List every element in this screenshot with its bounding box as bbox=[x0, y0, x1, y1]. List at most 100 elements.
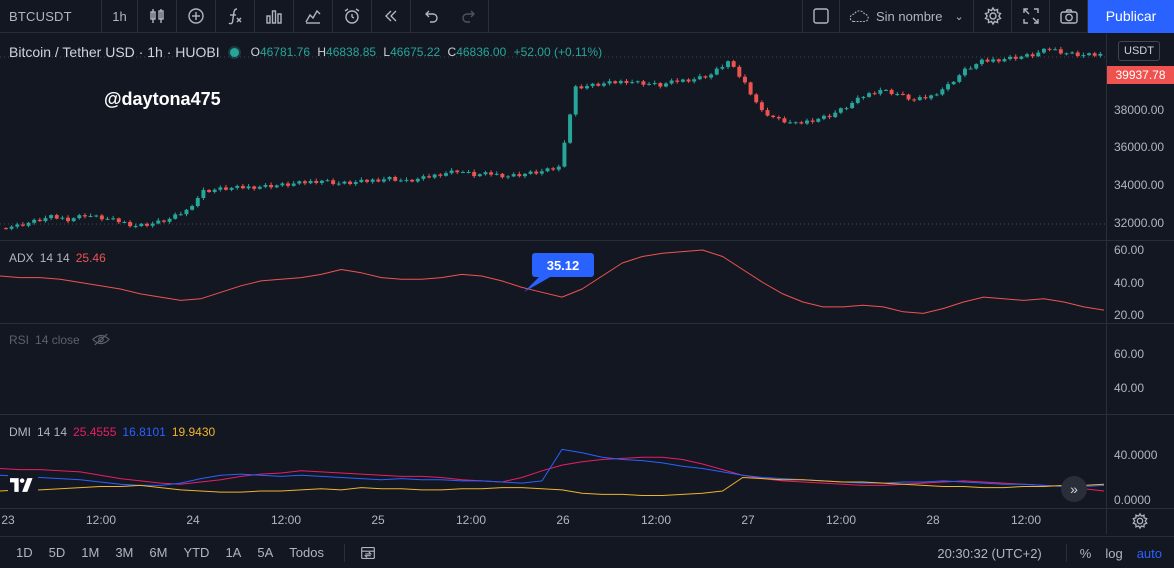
date-range-icon[interactable] bbox=[359, 544, 377, 562]
pane-separator-main[interactable] bbox=[0, 240, 1174, 241]
range-all-button[interactable]: Todos bbox=[289, 545, 324, 560]
tradingview-logo-icon[interactable] bbox=[8, 474, 38, 496]
layout-name: Sin nombre bbox=[876, 8, 943, 24]
candle bbox=[82, 215, 87, 217]
range-5y-button[interactable]: 5A bbox=[257, 545, 274, 560]
chart-settings-gear-icon[interactable] bbox=[1131, 512, 1149, 530]
time-axis-label: 23 bbox=[1, 513, 15, 527]
candle bbox=[319, 180, 324, 184]
candle bbox=[726, 61, 730, 68]
candle bbox=[466, 171, 471, 173]
time-axis-label: 26 bbox=[556, 513, 570, 527]
plus-circle-icon[interactable] bbox=[177, 0, 216, 33]
gear-icon[interactable] bbox=[974, 0, 1012, 33]
symbol-title[interactable]: Bitcoin / Tether USD · 1h · HUOBI bbox=[9, 44, 220, 60]
candle bbox=[709, 74, 714, 78]
auto-scale-toggle[interactable]: auto bbox=[1136, 545, 1162, 561]
candle bbox=[240, 185, 245, 189]
candle bbox=[884, 89, 888, 91]
range-1m-button[interactable]: 1M bbox=[81, 545, 100, 560]
scroll-to-realtime-button[interactable]: » bbox=[1061, 476, 1087, 502]
redo-icon[interactable] bbox=[450, 0, 489, 33]
chevron-down-icon: ⌄ bbox=[954, 10, 964, 23]
dmi-axis-label: 40.0000 bbox=[1114, 448, 1158, 462]
candle bbox=[534, 171, 539, 174]
candle bbox=[974, 64, 979, 69]
dmi-adx-line bbox=[0, 456, 1105, 492]
candle bbox=[771, 115, 776, 118]
undo-icon[interactable] bbox=[411, 0, 450, 33]
candle bbox=[111, 218, 116, 220]
candle bbox=[4, 228, 8, 230]
alarm-icon[interactable] bbox=[333, 0, 372, 33]
percent-scale-toggle[interactable]: % bbox=[1079, 545, 1092, 561]
time-axis-label: 25 bbox=[371, 513, 385, 527]
candle bbox=[128, 222, 133, 227]
candle bbox=[331, 180, 336, 185]
bottom-right-controls: 20:30:32 (UTC+2) % log auto bbox=[937, 537, 1174, 568]
candle bbox=[489, 172, 494, 175]
candle bbox=[105, 218, 110, 220]
candle bbox=[66, 217, 70, 222]
candle bbox=[483, 172, 488, 175]
candle bbox=[274, 185, 279, 188]
candle bbox=[235, 185, 240, 188]
fullscreen-icon[interactable] bbox=[1012, 0, 1050, 33]
indicators-icon[interactable] bbox=[294, 0, 333, 33]
bottom-toolbar: 1D 5D 1M 3M 6M YTD 1A 5A Todos 20:30:32 … bbox=[0, 536, 1174, 568]
select-square-icon[interactable] bbox=[802, 0, 840, 33]
candle bbox=[618, 80, 623, 84]
range-3m-button[interactable]: 3M bbox=[115, 545, 134, 560]
replay-icon[interactable] bbox=[372, 0, 411, 33]
candle bbox=[1064, 53, 1069, 55]
layout-menu-button[interactable]: Sin nombre ⌄ bbox=[840, 0, 974, 33]
range-1y-button[interactable]: 1A bbox=[225, 545, 242, 560]
candle bbox=[962, 68, 967, 76]
candle bbox=[94, 215, 99, 217]
candle bbox=[77, 215, 82, 219]
candle bbox=[833, 112, 838, 118]
range-ytd-button[interactable]: YTD bbox=[183, 545, 210, 560]
rsi-legend[interactable]: RSI 14 close bbox=[9, 333, 110, 347]
candle bbox=[26, 222, 31, 226]
candle bbox=[714, 68, 719, 75]
camera-icon[interactable] bbox=[1050, 0, 1088, 33]
candle bbox=[658, 83, 663, 87]
publish-button[interactable]: Publicar bbox=[1088, 0, 1174, 33]
range-5d-button[interactable]: 5D bbox=[48, 545, 66, 560]
chart-canvas[interactable] bbox=[0, 0, 1174, 536]
dmi-legend[interactable]: DMI 14 14 25.4555 16.8101 19.9430 bbox=[9, 425, 216, 439]
candle bbox=[782, 118, 787, 123]
candle bbox=[477, 174, 482, 177]
symbol-search-button[interactable]: BTCUSDT bbox=[0, 0, 102, 33]
candle bbox=[895, 93, 900, 95]
candle bbox=[460, 172, 465, 174]
candle bbox=[686, 79, 691, 82]
last-price-tag: 39937.78 bbox=[1107, 66, 1174, 84]
range-1d-button[interactable]: 1D bbox=[16, 545, 33, 560]
candle bbox=[393, 177, 398, 181]
candle bbox=[1036, 52, 1041, 57]
pane-separator-adx[interactable] bbox=[0, 323, 1174, 324]
bar-chart-icon[interactable] bbox=[255, 0, 294, 33]
range-6m-button[interactable]: 6M bbox=[149, 545, 168, 560]
candle bbox=[946, 84, 950, 90]
time-axis-separator bbox=[0, 508, 1174, 509]
candle bbox=[613, 81, 618, 84]
candle bbox=[968, 68, 973, 70]
candles-icon[interactable] bbox=[138, 0, 177, 33]
function-icon[interactable] bbox=[216, 0, 255, 33]
interval-button[interactable]: 1h bbox=[102, 0, 138, 33]
candle bbox=[224, 187, 228, 190]
clock-timezone[interactable]: 20:30:32 (UTC+2) bbox=[937, 545, 1042, 561]
candle bbox=[427, 176, 432, 178]
candle bbox=[246, 186, 251, 189]
log-scale-toggle[interactable]: log bbox=[1105, 545, 1123, 561]
pane-separator-rsi[interactable] bbox=[0, 414, 1174, 415]
candle bbox=[71, 218, 76, 222]
currency-button[interactable]: USDT bbox=[1118, 41, 1160, 61]
candle bbox=[889, 89, 894, 95]
adx-legend[interactable]: ADX 14 14 25.46 bbox=[9, 251, 106, 265]
candle bbox=[720, 67, 725, 69]
eye-hidden-icon[interactable] bbox=[91, 333, 110, 346]
